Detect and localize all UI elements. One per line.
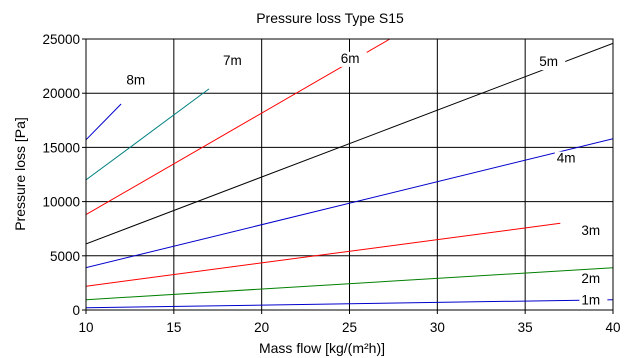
curve-label-8m: 8m [126,73,145,88]
curve-label-background [579,271,608,287]
curve-label-background [338,51,367,67]
curve-labels: 1m 2m 3m 4m 5m 6m 7m 8m [124,51,608,309]
axis-ticks: 0 5000 10000 15000 20000 25000 10 15 20 25 30 35 40 [42,32,620,335]
curve-3m [86,222,561,287]
curve-5m [86,42,613,245]
curve-7m [86,88,210,181]
y-tick-label: 10000 [42,195,80,210]
curve-4m [86,138,613,269]
curves [86,39,613,309]
x-tick-label: 30 [430,320,445,335]
x-tick-label: 20 [254,320,269,335]
curve-label-2m: 2m [581,271,600,286]
curve-label-3m: 3m [581,223,600,238]
x-tick-label: 40 [605,320,620,335]
y-tick-label: 0 [72,303,80,318]
curve-label-7m: 7m [223,53,242,68]
curve-1m [86,299,613,309]
curve-6m [86,39,391,216]
curve-label-6m: 6m [341,51,360,66]
gridlines [85,38,614,311]
chart-title: Pressure loss Type S15 [256,10,404,26]
x-axis-title: Mass flow [kg/(m²h)] [259,340,385,356]
curve-8m [86,103,122,141]
curve-label-background [579,293,608,309]
y-tick-label: 5000 [50,249,80,264]
y-tick-label: 15000 [42,140,80,155]
curve-label-background [221,54,250,70]
x-tick-label: 10 [78,320,93,335]
x-tick-label: 25 [342,320,357,335]
curve-label-4m: 4m [557,151,576,166]
y-tick-label: 20000 [42,86,80,101]
y-axis-title: Pressure loss [Pa] [12,117,28,231]
curve-label-5m: 5m [539,54,558,69]
curve-label-background [554,151,583,167]
x-tick-label: 35 [518,320,533,335]
curve-label-background [579,224,608,240]
y-tick-label: 25000 [42,32,80,47]
curve-label-background [124,73,153,89]
curve-label-1m: 1m [581,293,600,308]
x-tick-label: 15 [166,320,181,335]
curve-label-background [537,55,566,71]
curve-2m [86,267,613,301]
